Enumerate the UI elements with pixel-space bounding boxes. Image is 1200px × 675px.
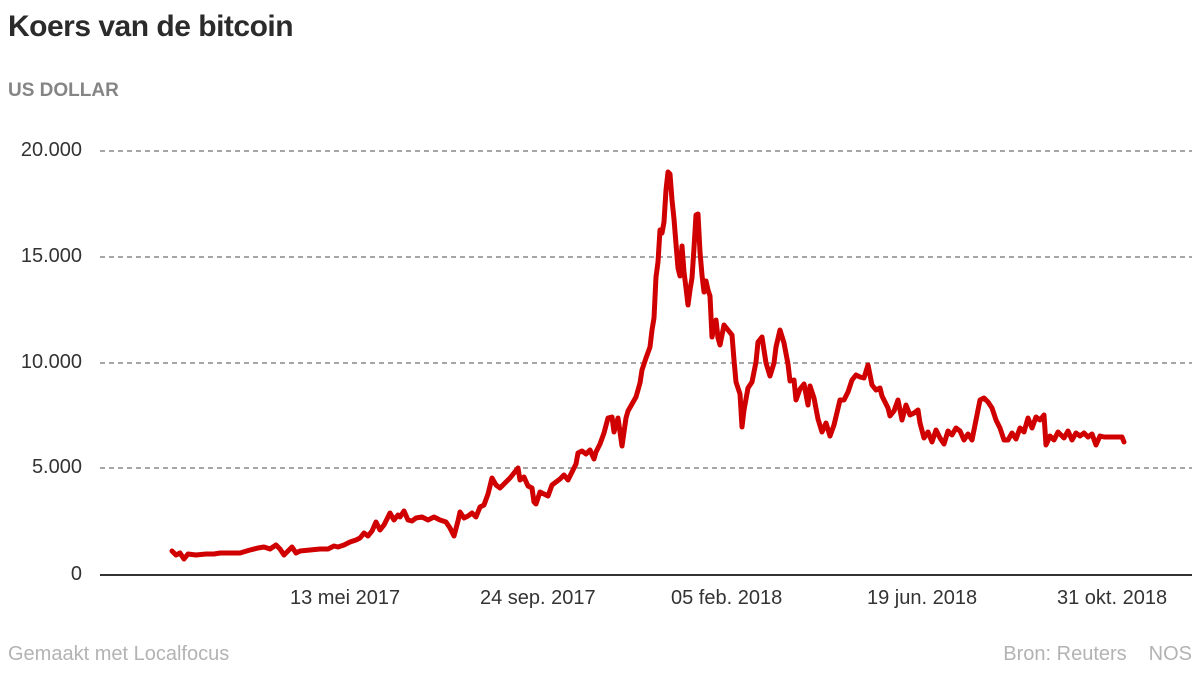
publisher-label: NOS [1148,643,1192,665]
y-tick-label: 15.000 [20,245,82,267]
x-tick-label: 05 feb. 2018 [671,587,783,609]
x-tick-label: 31 okt. 2018 [1057,587,1168,609]
x-tick-label: 19 jun. 2018 [867,587,978,609]
y-tick-label: 10.000 [20,351,82,373]
credit-link[interactable]: Gemaakt met Localfocus [8,643,230,665]
chart-title: Koers van de bitcoin [8,10,294,43]
source-label: Bron: Reuters [1003,643,1127,665]
source-attribution: Bron: Reuters NOS [1003,643,1192,666]
x-tick-label: 13 mei 2017 [290,587,401,609]
y-tick-label: 0 [70,563,82,585]
gridlines [100,150,1192,469]
x-tick-label: 24 sep. 2017 [480,587,596,609]
bitcoin-price-line [169,169,1127,562]
y-tick-label: 5.000 [31,456,82,478]
chart-subtitle: US DOLLAR [8,80,119,101]
y-tick-label: 20.000 [20,139,82,161]
